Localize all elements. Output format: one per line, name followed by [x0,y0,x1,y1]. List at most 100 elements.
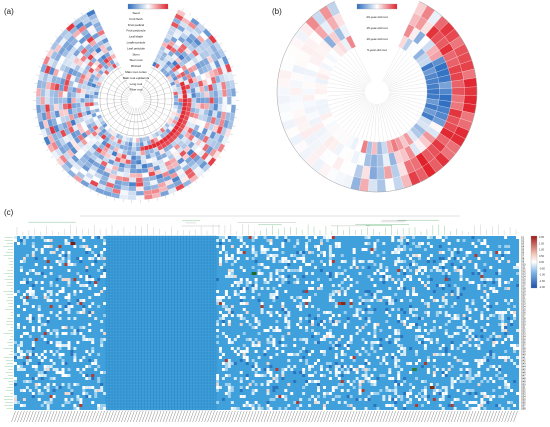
heatmap-cell [311,374,315,377]
heatmap-cell [135,173,143,178]
heatmap-cell [516,392,519,395]
leaf-tick [188,185,190,188]
heatmap-cell [409,383,413,386]
heatmap-cell [272,260,276,263]
heatmap-cell [474,344,478,347]
ring-label: 5-year-old root [367,48,387,52]
heatmap-cell [379,344,383,347]
heatmap-cell [218,96,223,105]
row-label: S35 [521,337,526,341]
heatmap-cell [510,338,514,341]
heatmap-cell [85,284,89,287]
heatmap-cell [465,251,469,254]
heatmap-cell [55,329,59,332]
heatmap-cell [49,311,53,314]
heatmap-cell [85,374,89,377]
heatmap-cell [61,344,65,347]
heatmap-cell [242,296,246,299]
heatmap-cell [25,296,29,299]
heatmap-cell [233,377,237,380]
heatmap-cell [507,407,511,410]
heatmap-cell [28,380,32,383]
leaf-tick [56,163,59,166]
heatmap-cell [340,368,344,371]
heatmap-cell [459,359,463,362]
row-label: S19 [521,289,526,293]
heatmap-cell [82,239,86,242]
heatmap-cell [308,263,312,266]
row-label: S34 [521,334,526,338]
heatmap-cell [456,389,460,392]
heatmap-cell [263,374,267,377]
heatmap-cell [444,371,448,374]
heatmap-cell [100,266,104,269]
column-label [198,410,203,423]
row-label: S29 [521,319,526,323]
dendrogram-branch [388,87,427,91]
column-label [474,410,480,423]
heatmap-cell [426,236,430,239]
row-label: S28 [521,316,526,320]
heatmap-cell [31,290,35,293]
heatmap-cell [394,281,398,284]
row-label: S1 [521,235,525,239]
heatmap-cell [314,371,317,374]
dendrogram-branch [100,86,129,98]
leaf-tick [74,180,77,184]
heatmap-cell [423,398,427,401]
heatmap-cell [441,299,445,302]
heatmap-cell [22,353,26,356]
heatmap-cell [400,344,404,347]
heatmap-cell [293,245,297,248]
heatmap-cell [483,305,487,308]
heatmap-cell [418,335,421,338]
leaf-tick [55,36,58,39]
heatmap-cell [355,281,359,284]
heatmap-cell [103,338,107,341]
heatmap-cell [308,380,312,383]
dendrogram-branch [140,70,161,94]
dendrogram-arc [120,86,152,116]
heatmap-cell [85,395,89,398]
heatmap-cell [276,86,290,96]
heatmap-cell [498,365,502,368]
heatmap-cell [453,356,457,359]
heatmap-cell [89,94,94,99]
dendrogram-branch [388,93,427,101]
heatmap-cell [22,257,26,260]
heatmap-cell [358,317,362,320]
heatmap-cell [308,374,312,377]
heatmap-cell [14,353,17,356]
heatmap-cell [25,317,29,320]
dendrogram-branch [384,101,409,132]
row-label: S30 [521,322,526,326]
dendrogram-branch [107,75,131,95]
leaf-tick [232,74,236,76]
row-label: S12 [521,268,526,272]
heatmap-cell [263,236,267,239]
heatmap-cell [364,290,368,293]
leaf-tick [219,43,222,45]
heatmap-cell [367,332,371,335]
heatmap-cell [370,344,374,347]
heatmap-cell [213,103,219,112]
heatmap-cell [49,284,53,287]
heatmap-cell [483,407,487,410]
heatmap-cell [37,356,41,359]
heatmap-cell [195,92,201,98]
heatmap-cell [224,308,228,311]
panel-c-colorbar: 2.001.501.000.500.00-0.50-1.00-1.50-2.00 [530,235,545,289]
heatmap-cell [317,389,320,392]
heatmap-cell [79,398,83,401]
heatmap-cell [37,398,41,401]
heatmap-cell [504,326,508,329]
heatmap-cell [328,245,332,248]
heatmap-cell [409,269,413,272]
heatmap-cell [397,383,401,386]
dendrogram-branch [388,95,426,106]
heatmap-cell [444,260,448,263]
heatmap-cell [290,392,294,395]
heatmap-cell [227,389,231,392]
heatmap-cell [462,239,466,242]
heatmap-cell [516,356,519,359]
